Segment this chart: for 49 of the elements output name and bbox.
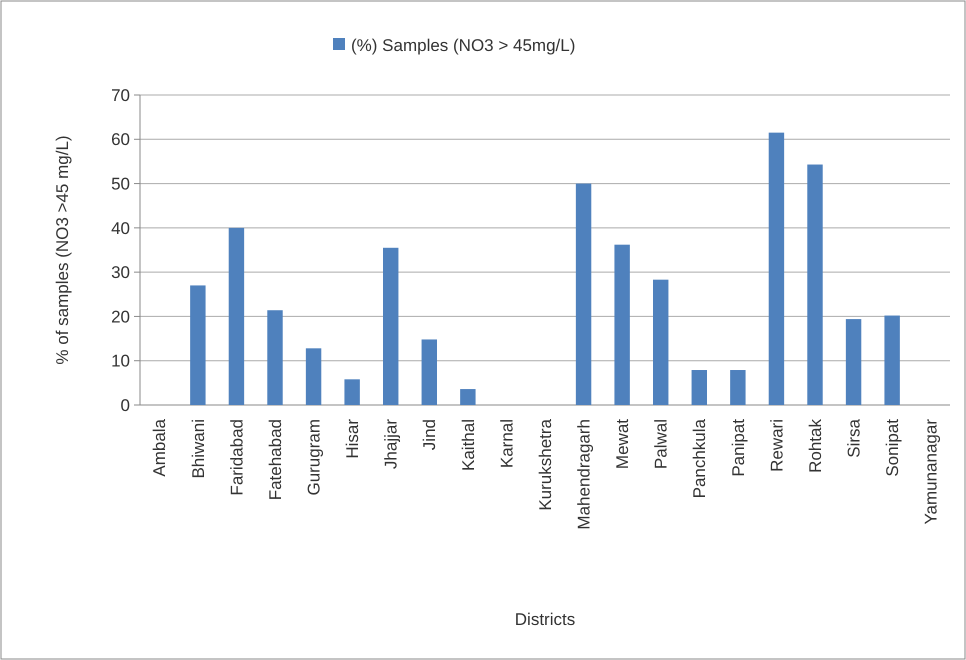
y-axis-title: % of samples (NO3 >45 mg/L) bbox=[52, 135, 72, 365]
bar bbox=[807, 164, 823, 405]
x-tick-label: Kaithal bbox=[458, 419, 478, 471]
bar bbox=[228, 228, 244, 405]
bar bbox=[653, 280, 668, 405]
x-tick-label: Panipat bbox=[728, 418, 748, 477]
x-tick-label: Sirsa bbox=[844, 418, 864, 458]
bar bbox=[730, 370, 746, 405]
bar bbox=[884, 316, 900, 405]
x-tick-label: Kurukshetra bbox=[536, 418, 555, 511]
x-tick-label: Mewat bbox=[613, 418, 632, 470]
bar bbox=[576, 184, 592, 405]
x-tick-label: Panchkula bbox=[690, 418, 710, 498]
x-tick-label: Yamunanagar bbox=[922, 418, 941, 525]
x-tick-label: Rewari bbox=[767, 419, 786, 472]
x-tick-label: Faridabad bbox=[227, 419, 246, 496]
x-tick-label: Hisar bbox=[343, 418, 362, 459]
bar bbox=[190, 285, 206, 405]
bar bbox=[846, 319, 862, 405]
x-tick-label: Gurugram bbox=[304, 419, 324, 496]
y-tick-label: 0 bbox=[120, 396, 130, 415]
x-tick-label: Jhajjar bbox=[382, 418, 401, 470]
bar bbox=[422, 339, 437, 405]
x-tick-label: Ambala bbox=[150, 418, 170, 477]
legend-label: (%) Samples (NO3 > 45mg/L) bbox=[351, 36, 576, 55]
bar bbox=[383, 248, 398, 405]
x-tick-label: Fatehabad bbox=[266, 419, 285, 500]
bar bbox=[768, 132, 784, 405]
bar bbox=[614, 244, 630, 405]
x-tick-label: Mahendragarh bbox=[574, 419, 594, 530]
x-tick-label: Sonipat bbox=[883, 418, 902, 477]
y-tick-label: 10 bbox=[111, 352, 130, 371]
x-tick-label: Karnal bbox=[497, 419, 516, 468]
y-tick-label: 20 bbox=[111, 307, 130, 326]
bar bbox=[692, 370, 707, 405]
bar bbox=[306, 348, 322, 405]
x-tick-label: Palwal bbox=[652, 419, 671, 470]
y-tick-label: 60 bbox=[111, 130, 130, 150]
y-tick-label: 30 bbox=[111, 263, 130, 282]
x-tick-label: Rohtak bbox=[806, 418, 825, 473]
bar bbox=[460, 389, 476, 405]
y-tick-label: 40 bbox=[111, 218, 130, 238]
x-axis-title: Districts bbox=[514, 610, 576, 629]
y-tick-label: 50 bbox=[111, 174, 130, 194]
x-tick-label: Jind bbox=[420, 419, 440, 450]
y-tick-label: 70 bbox=[111, 86, 130, 105]
x-tick-label: Bhiwani bbox=[188, 419, 208, 479]
bar bbox=[344, 379, 360, 405]
bar bbox=[267, 310, 283, 405]
